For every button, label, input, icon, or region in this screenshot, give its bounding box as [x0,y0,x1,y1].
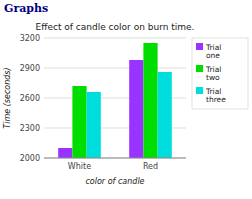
legend-label-line: three [206,95,226,104]
legend: Trialone Trialtwo Trialthree [192,38,248,109]
y-tick-label: 2300 [20,124,40,133]
chart-svg: Graphs Effect of candle color on burn tim… [0,0,252,199]
legend-label: Trialtwo [205,65,221,83]
legend-label: Trialone [205,43,221,61]
grid-line [44,38,186,39]
legend-swatch [196,65,203,72]
bar [129,60,143,158]
x-tick-label: White [68,162,91,171]
y-tick-label: 3200 [20,34,40,43]
legend-swatch [196,43,203,50]
header: Graphs [4,2,48,15]
y-axis-label: Time (seconds) [3,67,12,128]
legend-swatch [196,87,203,94]
bars [58,43,172,158]
y-tick-label: 2000 [20,154,40,163]
grid-line [44,158,186,159]
title: Effect of candle color on burn time. [36,22,195,32]
legend-label: Trialthree [205,87,226,105]
bar [158,72,172,158]
legend-frame [192,38,248,109]
legend-label-line: one [206,51,220,60]
grid-line [44,68,186,69]
bar [87,92,101,158]
x-axis-line [44,158,186,159]
x-axis-label: color of candle [85,177,144,186]
bar [143,43,157,158]
y-tick-label: 2600 [20,94,40,103]
bar [58,148,72,158]
bar [72,86,86,158]
y-tick-label: 2900 [20,64,40,73]
x-tick-label: Red [143,162,158,171]
legend-label-line: two [206,73,220,82]
chart-container: Graphs Effect of candle color on burn tim… [0,0,252,199]
